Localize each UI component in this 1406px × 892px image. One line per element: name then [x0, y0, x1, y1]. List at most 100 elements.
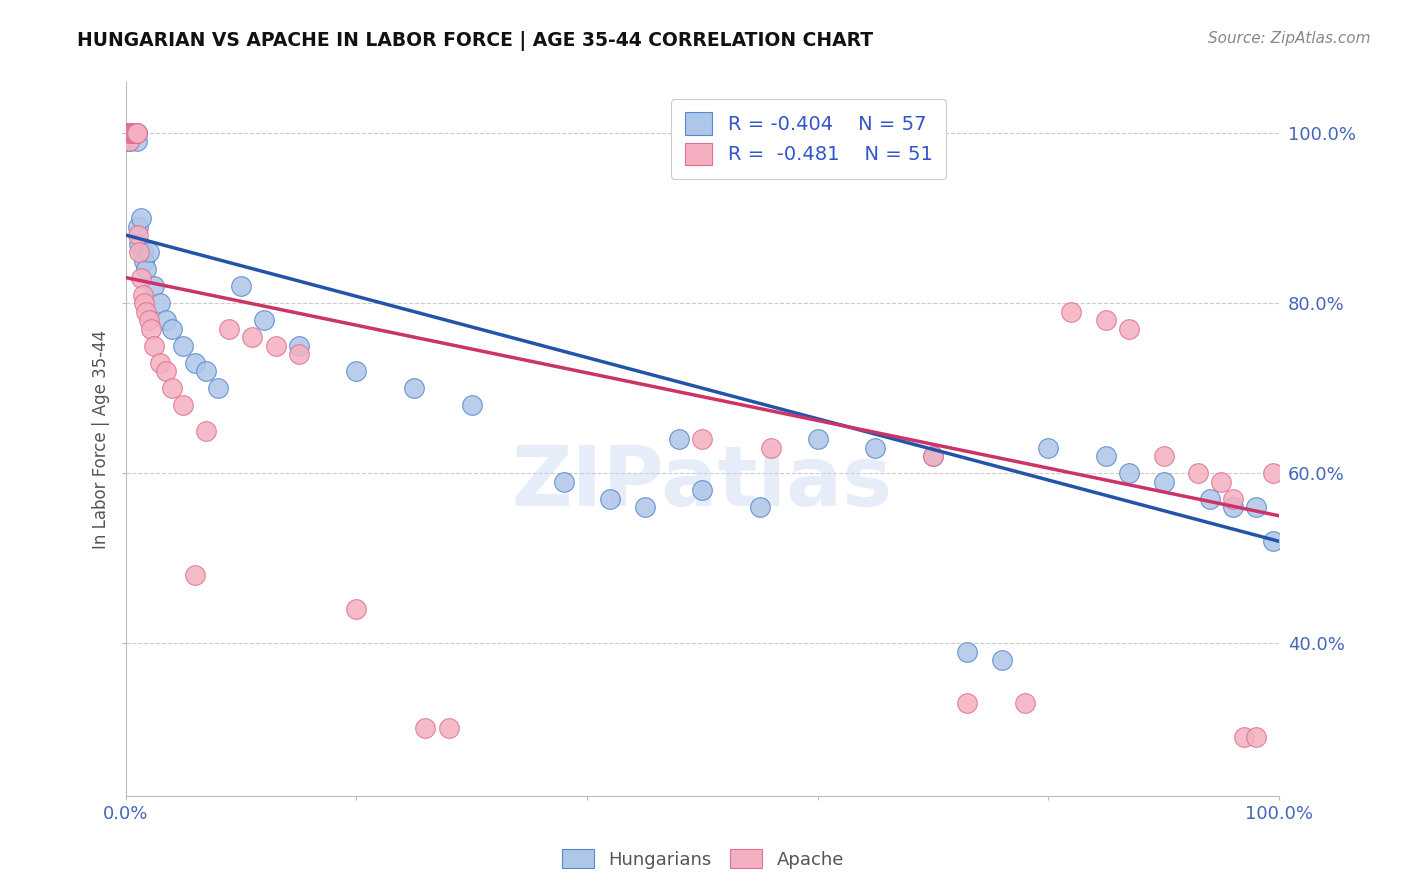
- Point: [599, 491, 621, 506]
- Point: [1014, 696, 1036, 710]
- Point: [344, 602, 367, 616]
- Point: [1222, 491, 1244, 506]
- Point: [155, 364, 177, 378]
- Point: [218, 321, 240, 335]
- Point: [122, 126, 145, 140]
- Point: [120, 126, 142, 140]
- Point: [143, 338, 166, 352]
- Point: [1095, 313, 1118, 327]
- Point: [991, 653, 1014, 667]
- Point: [690, 432, 713, 446]
- Point: [139, 321, 162, 335]
- Point: [125, 126, 148, 140]
- Point: [1095, 449, 1118, 463]
- Point: [1198, 491, 1220, 506]
- Point: [125, 126, 148, 140]
- Text: HUNGARIAN VS APACHE IN LABOR FORCE | AGE 35-44 CORRELATION CHART: HUNGARIAN VS APACHE IN LABOR FORCE | AGE…: [77, 31, 873, 51]
- Point: [127, 135, 149, 149]
- Point: [806, 432, 828, 446]
- Point: [120, 126, 142, 140]
- Point: [956, 645, 979, 659]
- Point: [120, 126, 142, 140]
- Point: [127, 126, 149, 140]
- Point: [127, 126, 149, 140]
- Point: [207, 381, 229, 395]
- Point: [132, 287, 155, 301]
- Point: [124, 126, 146, 140]
- Point: [633, 500, 655, 515]
- Point: [149, 296, 172, 310]
- Point: [184, 568, 207, 582]
- Point: [135, 262, 157, 277]
- Point: [1038, 441, 1060, 455]
- Point: [863, 441, 886, 455]
- Point: [120, 126, 142, 140]
- Point: [132, 245, 155, 260]
- Point: [172, 338, 194, 352]
- Point: [402, 381, 425, 395]
- Point: [127, 227, 149, 242]
- Point: [1244, 730, 1267, 744]
- Y-axis label: In Labor Force | Age 35-44: In Labor Force | Age 35-44: [93, 330, 110, 549]
- Point: [128, 245, 150, 260]
- Point: [143, 279, 166, 293]
- Point: [1153, 475, 1175, 489]
- Point: [121, 126, 143, 140]
- Point: [287, 347, 309, 361]
- Point: [1261, 534, 1284, 549]
- Point: [128, 236, 150, 251]
- Point: [460, 398, 482, 412]
- Point: [121, 126, 143, 140]
- Point: [118, 126, 141, 140]
- Point: [1261, 466, 1284, 480]
- Point: [690, 483, 713, 498]
- Point: [160, 321, 183, 335]
- Point: [122, 126, 145, 140]
- Point: [120, 126, 142, 140]
- Point: [121, 126, 143, 140]
- Point: [118, 135, 141, 149]
- Point: [553, 475, 575, 489]
- Point: [120, 126, 142, 140]
- Point: [437, 722, 460, 736]
- Point: [1233, 730, 1256, 744]
- Point: [124, 126, 146, 140]
- Point: [135, 304, 157, 318]
- Point: [117, 135, 139, 149]
- Point: [118, 126, 141, 140]
- Point: [748, 500, 770, 515]
- Point: [344, 364, 367, 378]
- Point: [761, 441, 783, 455]
- Point: [160, 381, 183, 395]
- Point: [132, 296, 155, 310]
- Point: [155, 313, 177, 327]
- Point: [1118, 466, 1140, 480]
- Point: [1153, 449, 1175, 463]
- Point: [149, 356, 172, 370]
- Point: [1211, 475, 1233, 489]
- Text: ZIPatlas: ZIPatlas: [512, 442, 893, 523]
- Point: [129, 211, 152, 225]
- Point: [921, 449, 943, 463]
- Point: [956, 696, 979, 710]
- Point: [668, 432, 690, 446]
- Point: [138, 245, 160, 260]
- Point: [121, 126, 143, 140]
- Point: [921, 449, 943, 463]
- Point: [127, 219, 149, 234]
- Point: [1060, 304, 1083, 318]
- Point: [184, 356, 207, 370]
- Point: [132, 253, 155, 268]
- Point: [122, 126, 145, 140]
- Point: [122, 126, 145, 140]
- Point: [120, 126, 142, 140]
- Point: [1118, 321, 1140, 335]
- Point: [195, 424, 218, 438]
- Point: [1244, 500, 1267, 515]
- Point: [124, 126, 146, 140]
- Point: [264, 338, 287, 352]
- Legend: Hungarians, Apache: Hungarians, Apache: [554, 841, 852, 876]
- Legend: R = -0.404    N = 57, R =  -0.481    N = 51: R = -0.404 N = 57, R = -0.481 N = 51: [671, 99, 946, 178]
- Point: [1222, 500, 1244, 515]
- Point: [172, 398, 194, 412]
